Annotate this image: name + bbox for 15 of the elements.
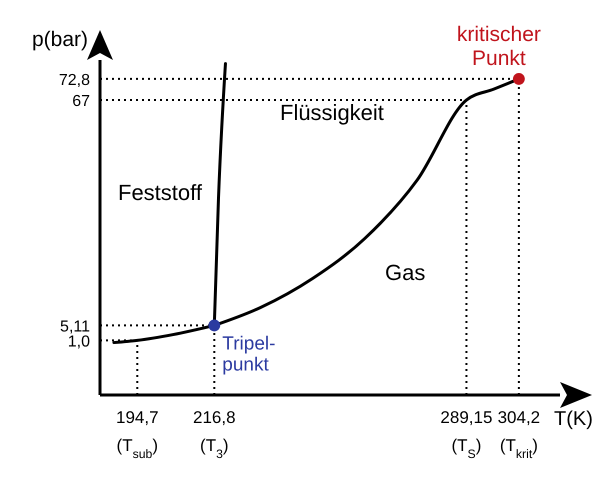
annotation: Tripel- punkt <box>222 333 276 376</box>
x-axis-title: T(K) <box>554 408 593 430</box>
x-tick-label: 304,2 (T$_{krit}$) <box>498 408 540 461</box>
y-axis-title: p(bar) <box>32 28 88 51</box>
x-tick-label: 194,7 (T$_{sub}$) <box>116 408 159 461</box>
annotation: Feststoff <box>118 180 203 205</box>
y-tick-label: 72,8 <box>58 72 90 89</box>
y-tick-label: 5,11 <box>60 318 90 336</box>
annotation: Gas <box>385 260 426 285</box>
x-tick-label: 289,15 (T$_{S}$) <box>440 408 492 461</box>
x-tick-label: 216,8 (T$_{3}$) <box>193 408 236 461</box>
y-tick-label: 1,0 <box>68 333 90 350</box>
annotation: Flüssigkeit <box>280 100 384 125</box>
y-tick-label: 67 <box>72 93 90 110</box>
annotation: kritischer Punkt <box>456 22 541 70</box>
